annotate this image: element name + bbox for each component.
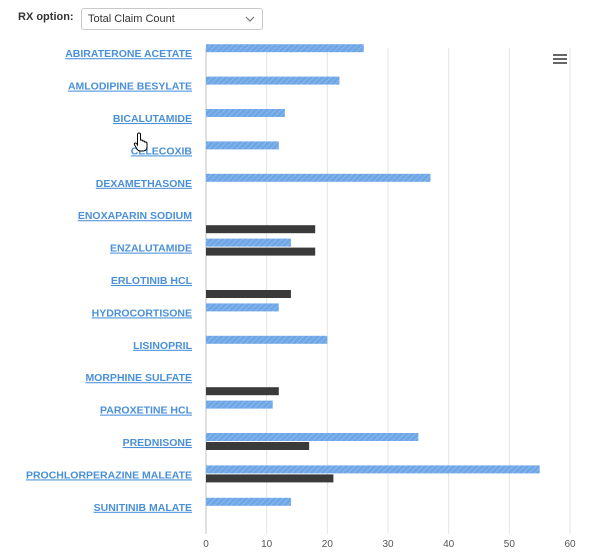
- rx-option-label: RX option:: [18, 11, 74, 23]
- x-tick-label: 50: [504, 539, 516, 550]
- hand-pointer-icon: [133, 132, 148, 152]
- bar-series-blue[interactable]: [206, 433, 419, 441]
- bar-series-dark[interactable]: [206, 290, 291, 298]
- category-label[interactable]: LISINOPRIL: [133, 340, 193, 352]
- bar-series-blue[interactable]: [206, 497, 291, 506]
- rx-option-select[interactable]: Total Claim Count: [81, 8, 263, 30]
- bar-series-blue[interactable]: [206, 141, 279, 150]
- category-label[interactable]: BICALUTAMIDE: [113, 113, 192, 125]
- bar-series-blue[interactable]: [206, 44, 364, 53]
- bar-series-blue[interactable]: [206, 400, 273, 409]
- category-label[interactable]: ERLOTINIB HCL: [111, 275, 193, 287]
- x-tick-label: 10: [261, 539, 273, 550]
- category-label[interactable]: AMLODIPINE BESYLATE: [68, 81, 192, 93]
- rx-option-selected-value: Total Claim Count: [88, 13, 175, 25]
- bars: [206, 44, 540, 506]
- chevron-down-icon: [245, 16, 255, 22]
- x-tick-label: 20: [322, 539, 334, 550]
- category-labels: ABIRATERONE ACETATE AMLODIPINE BESYLATE BI…: [26, 48, 193, 514]
- x-axis-ticks: 0 10 20 30 40 50 60: [203, 539, 576, 550]
- x-tick-label: 0: [203, 539, 209, 550]
- bar-series-dark[interactable]: [206, 247, 316, 256]
- category-label[interactable]: ENZALUTAMIDE: [110, 243, 192, 255]
- bar-series-blue[interactable]: [206, 465, 540, 474]
- hamburger-menu-icon: [553, 54, 567, 64]
- bar-series-dark[interactable]: [206, 442, 310, 450]
- rx-option-bar: RX option: Total Claim Count: [0, 0, 600, 40]
- grid-lines: [205, 48, 571, 534]
- bar-series-blue[interactable]: [206, 76, 340, 85]
- x-tick-label: 60: [564, 539, 576, 550]
- x-tick-label: 30: [382, 539, 394, 550]
- category-label[interactable]: PAROXETINE HCL: [100, 405, 193, 417]
- x-tick-label: 40: [443, 539, 455, 550]
- bar-series-blue[interactable]: [206, 303, 279, 312]
- bar-series-blue[interactable]: [206, 238, 291, 247]
- bar-chart: ABIRATERONE ACETATE AMLODIPINE BESYLATE BI…: [26, 44, 576, 550]
- bar-series-dark[interactable]: [206, 225, 316, 234]
- category-label[interactable]: ABIRATERONE ACETATE: [65, 48, 192, 60]
- bar-series-blue[interactable]: [206, 109, 285, 117]
- bar-series-blue[interactable]: [206, 173, 431, 182]
- chart-menu-button[interactable]: [550, 50, 570, 68]
- category-label[interactable]: MORPHINE SULFATE: [85, 372, 192, 384]
- category-label[interactable]: PREDNISONE: [123, 437, 192, 449]
- bar-series-blue[interactable]: [206, 335, 328, 344]
- bar-series-dark[interactable]: [206, 387, 279, 396]
- category-label[interactable]: SUNITINIB MALATE: [94, 502, 192, 514]
- category-label[interactable]: ENOXAPARIN SODIUM: [78, 210, 192, 222]
- category-label[interactable]: HYDROCORTISONE: [92, 307, 192, 319]
- category-label[interactable]: PROCHLORPERAZINE MALEATE: [26, 469, 192, 481]
- bar-series-dark[interactable]: [206, 474, 334, 483]
- category-label[interactable]: DEXAMETHASONE: [96, 178, 192, 190]
